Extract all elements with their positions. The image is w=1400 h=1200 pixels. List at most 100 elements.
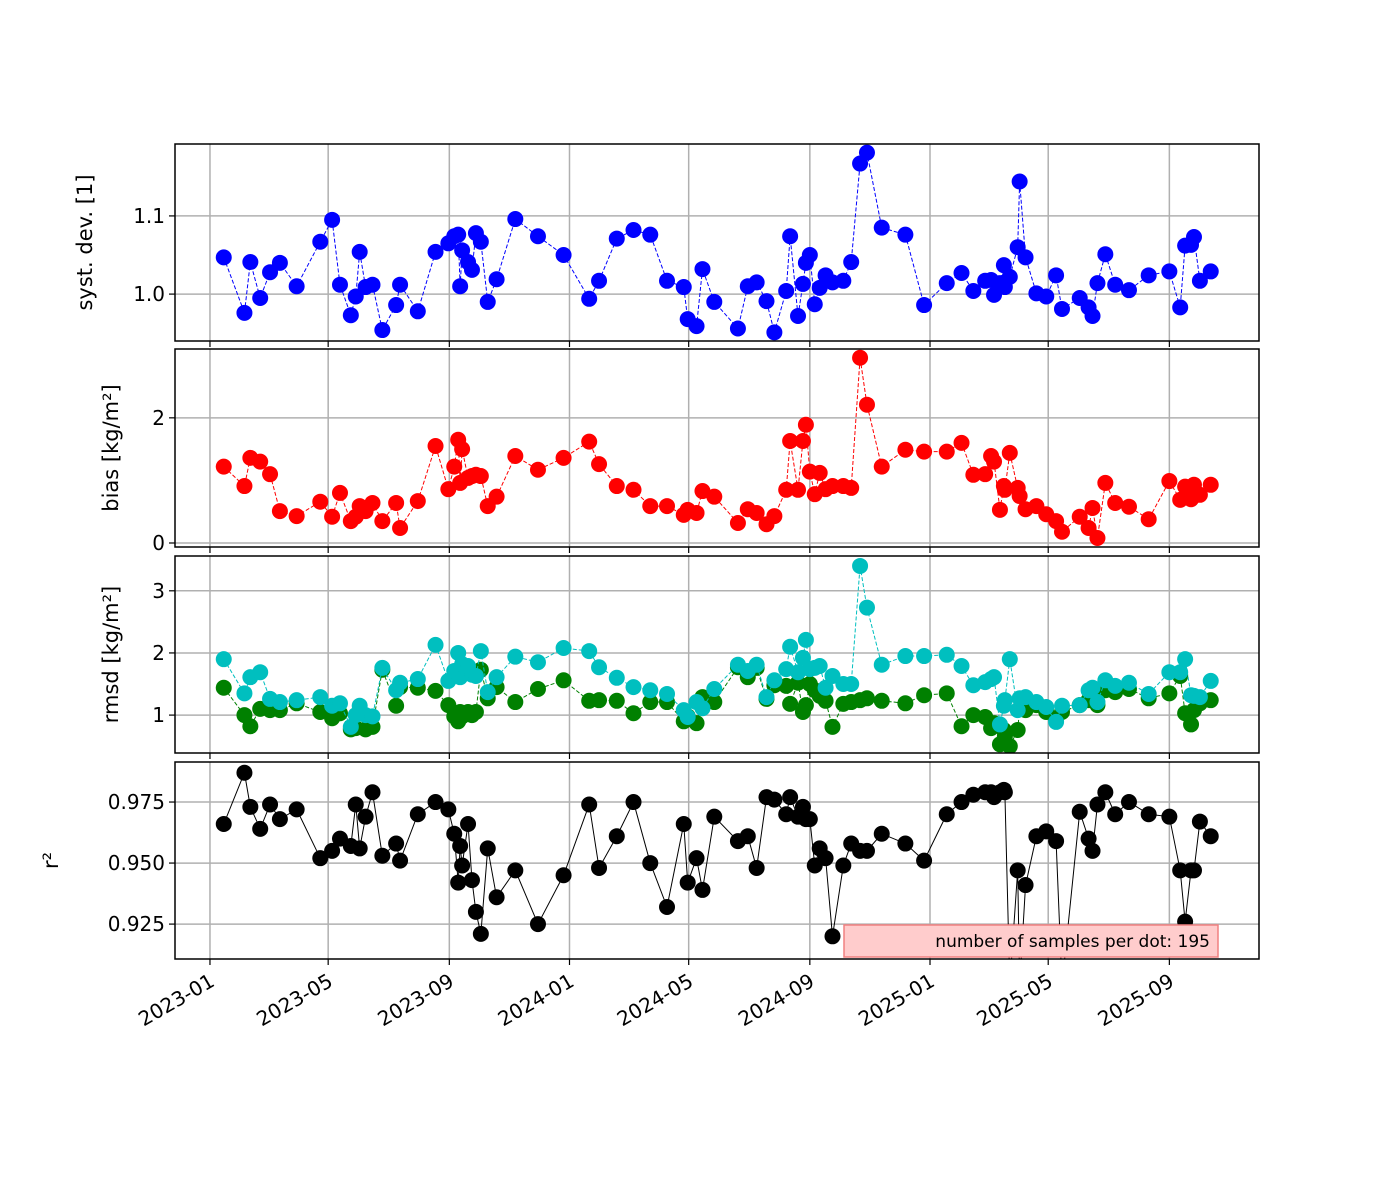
data-point — [472, 233, 489, 250]
data-point — [507, 648, 524, 665]
data-point — [1120, 282, 1137, 299]
data-point — [452, 837, 469, 854]
data-point — [1084, 679, 1101, 696]
data-point — [706, 680, 723, 697]
data-point — [824, 718, 841, 735]
data-point — [1097, 474, 1114, 491]
data-point — [1161, 808, 1178, 825]
data-point — [843, 254, 860, 271]
data-point — [472, 925, 489, 942]
data-point — [739, 828, 756, 845]
data-point — [986, 669, 1003, 686]
data-point — [1001, 268, 1018, 285]
data-point — [1191, 486, 1208, 503]
data-point — [1161, 263, 1178, 280]
data-point — [1191, 813, 1208, 830]
data-point — [1011, 488, 1028, 505]
data-point — [312, 850, 329, 867]
data-point — [801, 247, 818, 264]
data-point — [427, 636, 444, 653]
data-point — [694, 700, 711, 717]
data-point — [1038, 699, 1055, 716]
data-point — [1120, 498, 1137, 515]
data-point — [873, 458, 890, 475]
data-point — [479, 293, 496, 310]
data-point — [312, 703, 329, 720]
data-point — [625, 794, 642, 811]
data-point — [977, 466, 994, 483]
data-point — [1202, 476, 1219, 493]
data-point — [488, 488, 505, 505]
data-point — [1048, 267, 1065, 284]
data-point — [1053, 523, 1070, 540]
data-point — [312, 689, 329, 706]
data-point — [953, 718, 970, 735]
data-point — [766, 672, 783, 689]
data-point — [991, 501, 1008, 518]
data-point — [938, 443, 955, 460]
data-point — [581, 290, 598, 307]
data-point — [843, 676, 860, 693]
data-point — [1048, 833, 1065, 850]
data-point — [364, 784, 381, 801]
data-point — [364, 494, 381, 511]
data-point — [324, 842, 341, 859]
data-point — [782, 228, 799, 245]
data-point — [1071, 697, 1088, 714]
panel-4: 0.925 0.950 0.975 r² — [39, 761, 1260, 965]
data-point — [766, 324, 783, 341]
data-point — [215, 651, 232, 668]
data-point — [555, 867, 572, 884]
data-point — [288, 508, 305, 525]
data-point — [1107, 806, 1124, 823]
data-point — [794, 432, 811, 449]
data-point — [659, 899, 676, 916]
data-point — [374, 659, 391, 676]
data-point — [766, 791, 783, 808]
data-point — [463, 872, 480, 889]
data-point — [1001, 651, 1018, 668]
data-point — [427, 243, 444, 260]
data-point — [529, 680, 546, 697]
panel-3: 1 2 3 rmsd [kg/m²] — [99, 555, 1260, 759]
data-point — [642, 226, 659, 243]
data-point — [938, 806, 955, 823]
data-point — [1084, 842, 1101, 859]
data-point — [427, 437, 444, 454]
data-point — [1202, 263, 1219, 280]
data-point — [467, 667, 484, 684]
data-point — [625, 679, 642, 696]
data-point — [953, 657, 970, 674]
data-point — [790, 307, 807, 324]
data-point — [591, 692, 608, 709]
data-point — [782, 789, 799, 806]
data-point — [938, 275, 955, 292]
data-point — [688, 504, 705, 521]
data-point — [748, 656, 765, 673]
data-point — [801, 811, 818, 828]
data-point — [843, 479, 860, 496]
data-point — [996, 481, 1013, 498]
data-point — [463, 261, 480, 278]
data-point — [642, 682, 659, 699]
y-tick-label: 0.975 — [108, 790, 165, 814]
panel-1: 1.0 1.1 syst. dev. [1] — [73, 143, 1260, 347]
data-point — [1161, 473, 1178, 490]
data-point — [1107, 677, 1124, 694]
data-point — [1053, 697, 1070, 714]
data-point — [659, 685, 676, 702]
data-point — [996, 692, 1013, 709]
data-point — [766, 508, 783, 525]
data-point — [748, 274, 765, 291]
data-point — [858, 396, 875, 413]
data-point — [392, 519, 409, 536]
data-point — [794, 798, 811, 815]
data-point — [965, 282, 982, 299]
data-point — [215, 679, 232, 696]
data-point — [897, 695, 914, 712]
data-point — [797, 631, 814, 648]
data-point — [331, 695, 348, 712]
data-point — [694, 881, 711, 898]
data-point — [778, 282, 795, 299]
data-point — [835, 857, 852, 874]
